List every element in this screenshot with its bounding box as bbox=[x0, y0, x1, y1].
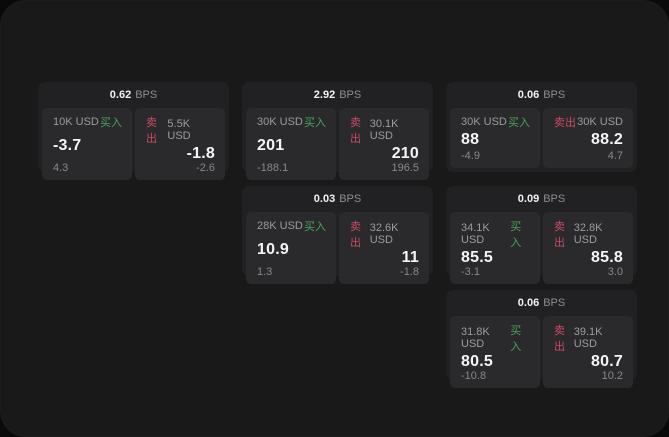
buy-panel[interactable]: 30K USD 买入 88 -4.9 bbox=[450, 108, 540, 168]
buy-panel[interactable]: 30K USD 买入 201 -188.1 bbox=[246, 108, 336, 180]
bps-value: 2.92 bbox=[313, 89, 336, 101]
sell-delta: -2.6 bbox=[196, 162, 215, 174]
sell-panel[interactable]: 卖出 5.5K USD -1.8 -2.6 bbox=[135, 108, 225, 180]
bps-unit-label: BPS bbox=[543, 297, 566, 309]
sell-price: 80.7 bbox=[591, 353, 623, 370]
sell-price: 85.8 bbox=[591, 249, 623, 266]
buy-size: 10K USD bbox=[53, 116, 99, 128]
spread-header: 0.06 BPS bbox=[450, 82, 633, 108]
sell-delta: -1.8 bbox=[400, 266, 419, 278]
spread-header: 0.03 BPS bbox=[246, 186, 429, 212]
buy-panel[interactable]: 31.8K USD 买入 80.5 -10.8 bbox=[450, 316, 540, 388]
buy-size: 31.8K USD bbox=[461, 326, 490, 350]
buy-delta: -188.1 bbox=[257, 162, 289, 174]
buy-delta: -3.1 bbox=[461, 266, 480, 278]
quote-card-6: 0.06 BPS 31.8K USD 买入 80.5 -10.8 卖出 39.1… bbox=[446, 290, 637, 388]
spread-header: 2.92 BPS bbox=[246, 82, 429, 108]
quote-cards-grid: 0.62 BPS 10K USD 买入 -3.7 4.3 卖出 5.5K USD bbox=[38, 82, 637, 388]
spread-header: 0.62 BPS bbox=[42, 82, 225, 108]
sell-size: 5.5K USD bbox=[167, 118, 191, 142]
buy-panel[interactable]: 34.1K USD 买入 85.5 -3.1 bbox=[450, 212, 540, 284]
buy-size: 30K USD bbox=[257, 116, 303, 128]
sell-size: 30.1K USD bbox=[369, 118, 399, 142]
sell-price: 210 bbox=[391, 145, 419, 162]
quote-card-2: 2.92 BPS 30K USD 买入 201 -188.1 卖出 30.1K … bbox=[242, 82, 433, 180]
buy-size: 34.1K USD bbox=[461, 222, 490, 246]
buy-price: 201 bbox=[257, 137, 285, 154]
sell-panel[interactable]: 卖出 32.6K USD 11 -1.8 bbox=[339, 212, 429, 284]
sell-panel[interactable]: 卖出 30K USD 88.2 4.7 bbox=[543, 108, 633, 168]
buy-sell-panels: 28K USD 买入 10.9 1.3 卖出 32.6K USD 11 -1.8 bbox=[246, 212, 429, 284]
sell-side-label: 卖出 bbox=[350, 117, 361, 145]
buy-side-label: 买入 bbox=[510, 325, 522, 353]
buy-size: 28K USD bbox=[257, 220, 303, 232]
spread-header: 0.09 BPS bbox=[450, 186, 633, 212]
buy-side-label: 买入 bbox=[304, 221, 326, 233]
sell-side-label: 卖出 bbox=[554, 117, 576, 129]
sell-size: 32.8K USD bbox=[573, 222, 603, 246]
sell-side-label: 卖出 bbox=[554, 221, 565, 249]
bps-value: 0.62 bbox=[109, 89, 132, 101]
buy-sell-panels: 34.1K USD 买入 85.5 -3.1 卖出 32.8K USD 85.8… bbox=[450, 212, 633, 284]
sell-delta: 10.2 bbox=[601, 370, 623, 382]
sell-size: 39.1K USD bbox=[573, 326, 603, 350]
quote-card-4: 0.03 BPS 28K USD 买入 10.9 1.3 卖出 32.6K US… bbox=[242, 186, 433, 284]
buy-sell-panels: 30K USD 买入 201 -188.1 卖出 30.1K USD 210 1… bbox=[246, 108, 429, 180]
sell-side-label: 卖出 bbox=[350, 221, 361, 249]
buy-sell-panels: 10K USD 买入 -3.7 4.3 卖出 5.5K USD -1.8 -2.… bbox=[42, 108, 225, 180]
buy-price: 80.5 bbox=[461, 353, 493, 370]
sell-price: 88.2 bbox=[591, 131, 623, 148]
quote-card-3: 0.06 BPS 30K USD 买入 88 -4.9 卖出 30K USD bbox=[446, 82, 637, 172]
quote-card-1: 0.62 BPS 10K USD 买入 -3.7 4.3 卖出 5.5K USD bbox=[38, 82, 229, 180]
bps-unit-label: BPS bbox=[543, 89, 566, 101]
bps-unit-label: BPS bbox=[339, 89, 362, 101]
buy-price: -3.7 bbox=[53, 137, 82, 154]
spread-header: 0.06 BPS bbox=[450, 290, 633, 316]
sell-delta: 196.5 bbox=[391, 162, 419, 174]
buy-side-label: 买入 bbox=[100, 117, 122, 129]
buy-side-label: 买入 bbox=[304, 117, 326, 129]
bps-value: 0.06 bbox=[517, 297, 540, 309]
sell-panel[interactable]: 卖出 30.1K USD 210 196.5 bbox=[339, 108, 429, 180]
buy-delta: 1.3 bbox=[257, 266, 273, 278]
bps-unit-label: BPS bbox=[543, 193, 566, 205]
buy-size: 30K USD bbox=[461, 116, 507, 128]
buy-price: 85.5 bbox=[461, 249, 493, 266]
sell-price: 11 bbox=[401, 249, 419, 266]
bps-value: 0.06 bbox=[517, 89, 540, 101]
buy-side-label: 买入 bbox=[508, 117, 530, 129]
bps-value: 0.09 bbox=[517, 193, 540, 205]
buy-price: 88 bbox=[461, 131, 480, 148]
bps-unit-label: BPS bbox=[339, 193, 362, 205]
buy-panel[interactable]: 28K USD 买入 10.9 1.3 bbox=[246, 212, 336, 284]
buy-delta: -10.8 bbox=[461, 370, 487, 382]
buy-price: 10.9 bbox=[257, 241, 289, 258]
sell-panel[interactable]: 卖出 32.8K USD 85.8 3.0 bbox=[543, 212, 633, 284]
bps-unit-label: BPS bbox=[135, 89, 158, 101]
sell-delta: 3.0 bbox=[607, 266, 623, 278]
sell-size: 30K USD bbox=[577, 116, 623, 128]
bps-value: 0.03 bbox=[313, 193, 336, 205]
sell-side-label: 卖出 bbox=[146, 117, 157, 145]
buy-delta: 4.3 bbox=[53, 162, 69, 174]
buy-sell-panels: 31.8K USD 买入 80.5 -10.8 卖出 39.1K USD 80.… bbox=[450, 316, 633, 388]
buy-panel[interactable]: 10K USD 买入 -3.7 4.3 bbox=[42, 108, 132, 180]
buy-delta: -4.9 bbox=[461, 150, 480, 162]
sell-delta: 4.7 bbox=[607, 150, 623, 162]
sell-panel[interactable]: 卖出 39.1K USD 80.7 10.2 bbox=[543, 316, 633, 388]
buy-side-label: 买入 bbox=[510, 221, 522, 249]
sell-side-label: 卖出 bbox=[554, 325, 565, 353]
sell-size: 32.6K USD bbox=[369, 222, 399, 246]
buy-sell-panels: 30K USD 买入 88 -4.9 卖出 30K USD 88.2 4.7 bbox=[450, 108, 633, 168]
quote-card-5: 0.09 BPS 34.1K USD 买入 85.5 -3.1 卖出 32.8K… bbox=[446, 186, 637, 284]
sell-price: -1.8 bbox=[186, 145, 215, 162]
